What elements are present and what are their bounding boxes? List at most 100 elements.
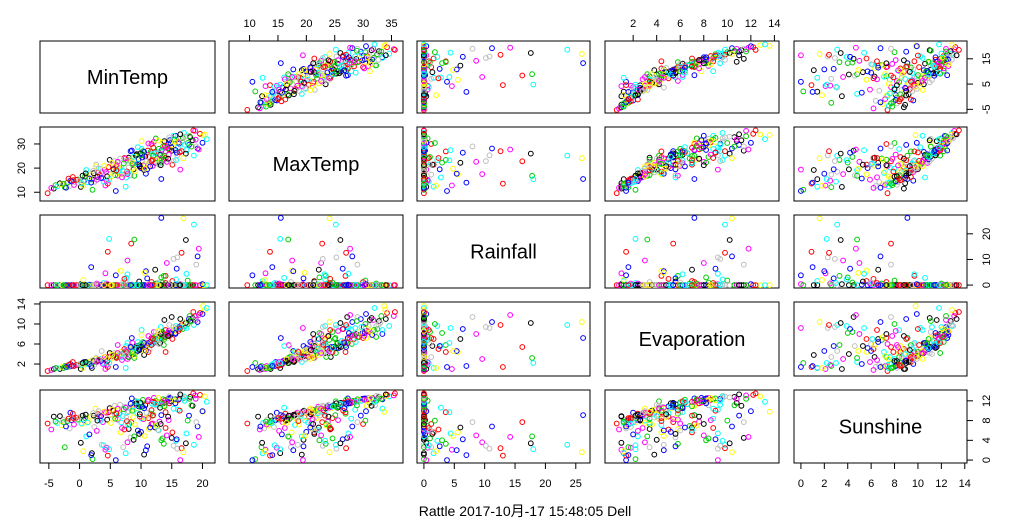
data-point [899, 71, 906, 78]
data-point [277, 81, 284, 88]
data-point [432, 49, 438, 56]
data-point [203, 282, 210, 289]
data-point [332, 63, 339, 70]
data-point [670, 148, 677, 155]
data-point [352, 282, 359, 289]
data-point [830, 275, 837, 282]
data-point [943, 48, 949, 55]
data-point [722, 148, 728, 155]
data-point [919, 132, 926, 139]
data-point [833, 178, 839, 185]
data-point [101, 162, 107, 169]
data-point [262, 92, 268, 99]
data-point [833, 280, 839, 286]
data-point [122, 183, 129, 190]
data-point [808, 82, 815, 88]
data-point [181, 141, 188, 148]
data-point [325, 282, 332, 289]
data-point [308, 69, 314, 75]
data-point [919, 158, 926, 165]
data-point [808, 248, 815, 255]
data-point [283, 80, 290, 87]
data-point [844, 274, 851, 281]
data-point [112, 188, 119, 194]
data-point [122, 365, 129, 371]
data-point [798, 166, 804, 173]
data-point [143, 268, 149, 275]
data-point [901, 104, 907, 111]
data-point [168, 314, 175, 320]
data-point [489, 45, 495, 52]
data-point [843, 54, 850, 60]
data-point [315, 266, 322, 273]
data-point [135, 144, 141, 151]
data-point [936, 41, 942, 48]
data-point [743, 133, 749, 140]
data-point [828, 99, 835, 106]
data-point [810, 167, 817, 173]
data-point [421, 103, 427, 110]
data-point [296, 282, 303, 289]
data-point [259, 74, 266, 81]
data-point [810, 67, 817, 74]
data-point [930, 62, 937, 69]
data-point [347, 44, 354, 51]
tick-label: 12 [745, 18, 757, 30]
data-point [293, 282, 300, 289]
data-point [346, 59, 353, 66]
data-point [285, 236, 292, 243]
panel-evaporation-vs-mintemp [39, 301, 216, 377]
panel-frame [416, 40, 591, 114]
data-point [132, 353, 138, 359]
data-point [95, 356, 102, 362]
data-point [689, 266, 695, 273]
data-point [166, 282, 173, 289]
data-point [433, 182, 440, 189]
data-point [463, 89, 470, 95]
data-point [361, 282, 368, 289]
data-point [863, 171, 870, 178]
data-point [729, 215, 735, 222]
data-point [421, 72, 427, 79]
data-point [195, 245, 202, 252]
data-point [891, 86, 898, 93]
data-point [752, 282, 759, 289]
data-point [949, 134, 955, 141]
data-point [821, 268, 828, 275]
data-point [169, 336, 176, 342]
data-point [847, 265, 853, 272]
data-point [294, 82, 301, 89]
tick-label: 10 [721, 18, 733, 30]
data-point [44, 368, 51, 374]
data-point [884, 190, 891, 197]
data-point [421, 78, 427, 84]
data-point [360, 64, 367, 70]
data-point [109, 159, 115, 166]
data-point [834, 46, 841, 53]
data-point [479, 74, 486, 80]
data-point [442, 157, 449, 163]
data-point [670, 282, 677, 289]
data-point [854, 172, 860, 179]
data-point [902, 76, 908, 82]
data-point [828, 171, 835, 178]
data-point [188, 143, 195, 150]
data-point [830, 166, 837, 173]
data-point [432, 140, 438, 146]
data-point [252, 88, 259, 95]
data-point [953, 282, 960, 289]
data-point [163, 144, 170, 151]
data-point [828, 282, 835, 289]
data-point [147, 163, 154, 170]
data-point [658, 58, 665, 65]
data-point [883, 282, 890, 289]
data-point [908, 148, 914, 155]
data-point [689, 282, 695, 289]
data-point [88, 264, 95, 271]
data-point [722, 221, 728, 228]
data-point [310, 60, 317, 67]
data-point [736, 52, 742, 59]
data-point [667, 282, 674, 289]
data-point [326, 74, 333, 81]
data-point [639, 88, 646, 95]
